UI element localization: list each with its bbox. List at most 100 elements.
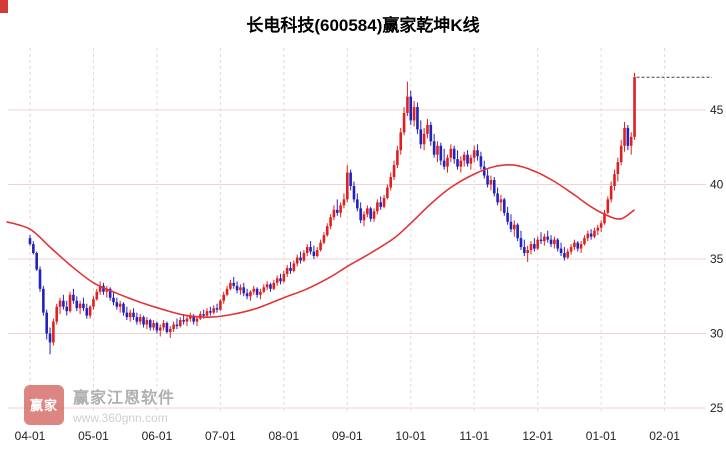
candle-body [219, 300, 222, 310]
candle-body [402, 112, 406, 133]
candle-body [38, 269, 42, 289]
candle-body [282, 273, 286, 282]
candle-body [499, 199, 503, 203]
candle-body [543, 236, 546, 242]
candle-body [155, 323, 159, 331]
candle-body [356, 199, 359, 209]
candle-body [519, 238, 523, 248]
candle-body [633, 77, 636, 137]
candle-body [78, 303, 82, 309]
candle-body [429, 124, 433, 142]
candle-body [225, 288, 229, 295]
candle-body [232, 282, 236, 286]
candle-body [122, 303, 125, 313]
candle-body [28, 238, 32, 245]
x-axis-label: 07-01 [205, 429, 236, 443]
candle-body [496, 193, 499, 203]
candle-body [48, 333, 52, 343]
candle-body [265, 284, 269, 288]
x-axis-label: 09-01 [332, 429, 363, 443]
candle-body [55, 306, 59, 322]
candle-body [245, 293, 249, 297]
candle-body [396, 150, 399, 166]
candle-body [609, 185, 613, 200]
candle-body [192, 315, 195, 322]
candle-body [342, 199, 346, 206]
x-axis-label: 02-01 [649, 429, 680, 443]
candle-body [382, 197, 386, 207]
candle-body [372, 211, 376, 219]
candle-body [452, 148, 456, 160]
candle-body [132, 312, 135, 318]
candle-body [58, 300, 62, 307]
candle-body [295, 257, 299, 264]
candle-body [492, 180, 496, 194]
watermark: 赢家 赢家江恩软件 www.360gnn.com [24, 384, 175, 425]
candle-body [586, 233, 590, 239]
candle-body [292, 263, 296, 271]
candle-body [566, 251, 570, 258]
candle-body [422, 133, 426, 145]
candle-body [359, 208, 362, 221]
candle-body [549, 239, 553, 245]
candle-body [148, 320, 152, 328]
candle-body [446, 157, 449, 167]
candle-body [112, 297, 115, 303]
candle-body [165, 323, 169, 333]
candle-body [526, 250, 529, 254]
candle-body [596, 227, 600, 231]
candle-body [168, 329, 172, 333]
candle-body [533, 244, 536, 249]
candle-body [75, 300, 79, 309]
candle-body [536, 239, 539, 249]
candle-body [65, 306, 69, 312]
candle-body [613, 174, 616, 186]
candle-body [456, 159, 459, 167]
candle-body [376, 202, 379, 212]
candle-body [529, 244, 533, 251]
candle-body [229, 282, 232, 289]
candle-body [509, 221, 513, 230]
candle-body [369, 208, 372, 219]
candle-body [118, 303, 122, 307]
candle-body [62, 300, 65, 307]
candle-body [115, 302, 119, 307]
candle-body [312, 251, 316, 257]
candle-body [158, 327, 162, 331]
y-axis-label: 25 [710, 401, 724, 415]
candle-body [409, 96, 413, 121]
candle-body [629, 136, 633, 146]
winner-logo-icon: 赢家 [24, 384, 64, 425]
watermark-url: www.360gnn.com [73, 411, 168, 425]
candle-body [142, 317, 145, 325]
candle-body [486, 175, 489, 185]
candle-body [332, 209, 336, 218]
candle-body [52, 321, 55, 343]
candle-body [573, 242, 576, 248]
candle-body [379, 202, 382, 207]
candle-body [513, 224, 516, 230]
candle-body [299, 257, 302, 261]
candle-body [546, 236, 549, 240]
candle-body [589, 233, 593, 237]
y-axis-label: 40 [710, 178, 724, 192]
candle-body [82, 303, 85, 309]
candle-body [442, 160, 446, 167]
candle-body [426, 124, 429, 134]
candle-body [189, 315, 192, 319]
candle-body [255, 288, 259, 295]
candle-body [45, 312, 48, 334]
candle-body [559, 248, 563, 254]
candle-body [502, 199, 506, 213]
candle-body [583, 238, 586, 245]
candle-body [599, 223, 603, 228]
candle-body [279, 278, 282, 282]
candle-body [162, 323, 165, 328]
candle-body [439, 145, 443, 161]
x-axis-label: 08-01 [268, 429, 299, 443]
candle-body [105, 288, 109, 292]
candle-body [399, 132, 403, 151]
candle-body [556, 239, 560, 249]
y-axis-label: 45 [710, 103, 724, 117]
